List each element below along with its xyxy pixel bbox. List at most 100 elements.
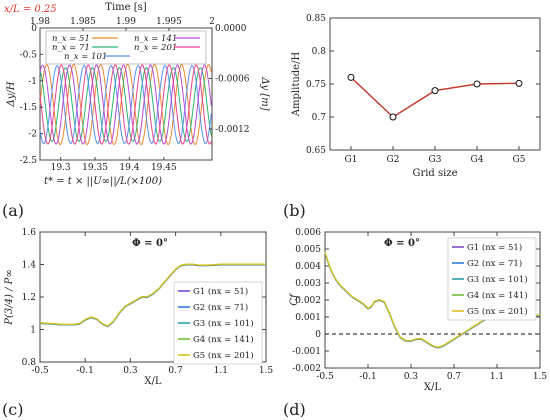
panel-letter-d: (d) [283,400,306,419]
legend-label: G3 (nx = 101) [193,318,254,329]
y-tick-label: 0.7 [312,113,327,123]
legend-label: G1 (nx = 51) [467,242,522,253]
legend-label: n_x = 71 [52,43,90,53]
panel-letter-c: (c) [2,400,23,419]
x-tick-label: 0.3 [404,372,419,382]
angle-annotation: Φ = 0° [132,238,168,249]
legend-label: G4 (nx = 141) [193,334,254,345]
x-tick-label: -0.5 [316,372,334,382]
top-axis-label: Time [s] [105,2,146,13]
panel-a-time-history: 19.3 19.35 19.4 19.45 1.98 1.985 1.99 1.995 2 Tim… [4,2,270,187]
top-tick-label: 1.99 [116,17,136,27]
data-point-G5 [515,79,523,87]
y-axis-label: Cf [289,292,300,306]
y-tick-label: 0 [315,330,321,340]
panel-b-amplitude-vs-grid: 0.65 0.7 0.75 0.8 0.85 G1 G2 G3 G4 G5 Grid size Amp… [291,14,541,179]
y-tick-label: 0.004 [295,262,321,272]
legend-label: n_x = 141 [134,34,177,44]
x-tick-label: G1 [345,155,358,165]
y-tick-label: 0.8 [22,358,37,368]
x-tick-label: 1.1 [214,366,228,376]
x-tick-label: 1.5 [259,366,274,376]
y-tick-label: 0.75 [306,80,326,90]
x-tick-label: 19.45 [151,163,177,173]
right-tick-label: -0.0006 [215,74,250,84]
y-tick-label: 0.003 [295,279,321,289]
y-tick-label: -1.5 [20,103,38,113]
y-axis-label: Δy/H [6,81,17,107]
y-tick-label: 0.85 [306,14,326,24]
x-tick-label: 1.1 [490,372,504,382]
x-axis-label: Grid size [412,168,457,179]
legend-label: G1 (nx = 51) [193,286,248,297]
data-point-G3 [431,87,439,95]
x-tick-label: G5 [513,155,526,165]
location-annotation: x/L = 0.25 [4,4,57,15]
top-tick-label: 2 [209,17,215,27]
top-tick-label: 1.98 [30,17,50,27]
y-tick-label: 0.005 [295,245,321,255]
y-tick-label: -0.001 [292,347,321,357]
y-tick-label: 0.001 [295,313,321,323]
x-tick-label: 0.7 [168,366,183,376]
y-tick-label: -0.5 [20,50,38,60]
y-tick-label: 1 [30,326,36,336]
legend: G1 (nx = 51) G2 (nx = 71) G3 (nx = 101) G4 … [447,237,537,321]
y-axis-label: Amplitude/H [291,52,302,118]
legend-label: G5 (nx = 201) [193,350,254,361]
y-tick-label: 0 [31,24,37,34]
x-tick-label: 1.5 [533,372,548,382]
top-tick-label: 1.995 [156,17,182,27]
x-tick-label: -0.1 [359,372,376,382]
legend-label: G2 (nx = 71) [467,258,522,269]
x-tick-label: 19.35 [82,163,108,173]
y-tick-label: -0.002 [292,364,321,374]
legend: G1 (nx = 51) G2 (nx = 71) G3 (nx = 101) G4 … [173,281,263,365]
x-tick-label: -0.1 [77,366,94,376]
x-tick-label: G4 [471,155,484,165]
y-axis-label: P(3/4) / P∞ [4,269,15,325]
x-tick-label: G2 [387,155,400,165]
angle-annotation: Φ = 0° [384,238,420,249]
x-tick-label: G3 [429,155,442,165]
legend-label: n_x = 101 [64,52,107,62]
legend-label: G5 (nx = 201) [467,306,528,317]
x-tick-label: 0.7 [447,372,462,382]
y-tick-label: 0.8 [312,47,327,57]
right-tick-label: -0.0012 [215,125,250,135]
x-tick-label: 19.3 [51,163,71,173]
x-axis-label: X/L [424,382,441,393]
x-axis-label: t* = t × ||U∞||/L(×100) [44,176,162,187]
legend-label: n_x = 201 [134,43,177,53]
series-line-3 [39,64,212,145]
y-tick-label: -1 [28,77,37,87]
panel-d-skin-friction: 0.006 0.005 0.004 0.003 0.002 0.001 0 -0.001 -0.… [289,228,547,393]
y-tick-label: 0.65 [306,146,326,156]
series-line-5 [39,263,266,327]
y-tick-label: 0.002 [295,296,321,306]
legend-label: G4 (nx = 141) [467,290,528,301]
series-line-5 [324,251,540,348]
data-point-G2 [389,113,397,121]
legend-label: G2 (nx = 71) [193,302,248,313]
right-tick-label: 0.0000 [215,24,247,34]
y-tick-label: 1.2 [22,293,36,303]
y-tick-label: -2 [28,130,37,140]
panel-c-pressure-distribution: 0.8 1 1.2 1.4 1.6 -0.5 -0.1 0.3 0.7 1.1 1.5 X/L P(3/… [4,228,273,387]
series-line-5 [39,64,212,145]
y-tick-label: 1.6 [22,228,37,238]
y-tick-label: -2.5 [20,156,38,166]
x-tick-label: 19.4 [119,163,139,173]
panel-letter-a: (a) [2,201,24,220]
data-point-G4 [473,80,481,88]
x-axis-label: X/L [144,376,161,387]
y-tick-label: 1.4 [22,261,37,271]
top-tick-label: 1.985 [70,17,96,27]
legend-label: n_x = 51 [52,34,90,44]
x-tick-label: 0.3 [123,366,138,376]
panel-letter-b: (b) [283,201,306,220]
amplitude-line [350,76,520,118]
x-tick-label: -0.5 [31,366,49,376]
